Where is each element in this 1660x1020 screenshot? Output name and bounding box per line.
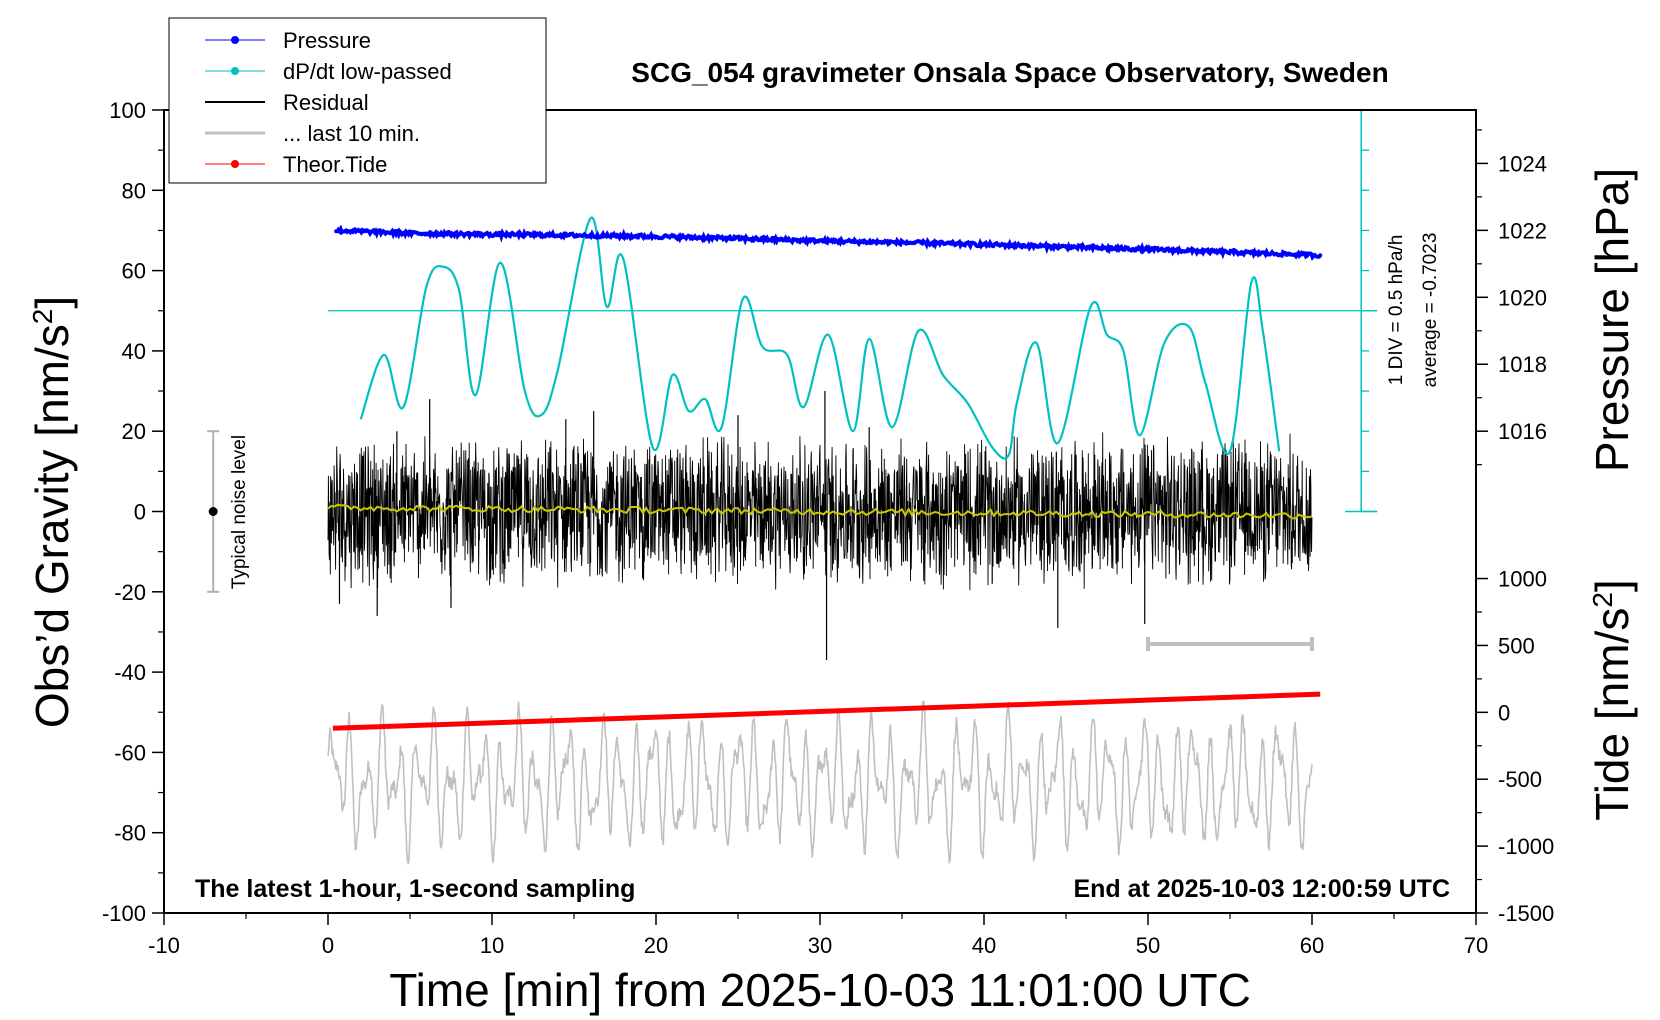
x-tick-label: 0 [322, 933, 334, 958]
series-pressure-line [334, 224, 1323, 261]
y-left-tick-label: 60 [122, 259, 146, 284]
y-left-tick-label: 20 [122, 419, 146, 444]
y-tide-tick-label: -1500 [1498, 901, 1554, 926]
chart-title: SCG_054 gravimeter Onsala Space Observat… [631, 57, 1388, 88]
legend-label-0: Pressure [283, 28, 371, 53]
y-left-title-sup: 2 [27, 309, 58, 325]
x-axis-title: Time [min] from 2025-10-03 11:01:00 UTC [389, 964, 1251, 1016]
legend-box [168, 17, 547, 184]
series-dpdt-line [359, 216, 1281, 460]
y-tide-title-sup: 2 [1587, 592, 1618, 608]
y-pressure-tick-label: 1020 [1498, 285, 1547, 310]
legend-entries: Pressure dP/dt low-passed Residual ... last… [205, 28, 452, 177]
y-tide-title-end: ] [1586, 579, 1638, 592]
x-tick-label: 10 [480, 933, 504, 958]
y-left-axis-title: Obs’d Gravity [nm/s2] [26, 296, 78, 728]
x-tick-label: 60 [1300, 933, 1324, 958]
y-tide-tick-label: 1000 [1498, 567, 1547, 592]
y-left-tick-label: -80 [114, 821, 146, 846]
legend-label-3: ... last 10 min. [283, 121, 420, 146]
y-left-title-main: Obs’d Gravity [nm/s [26, 324, 78, 728]
series-residual-line [327, 432, 1313, 591]
legend: Pressure dP/dt low-passed Residual ... last… [168, 17, 547, 184]
y-pressure-tick-label: 1018 [1498, 352, 1547, 377]
legend-label-2: Residual [283, 90, 369, 115]
x-tick-label: 40 [972, 933, 996, 958]
x-tick-label: 30 [808, 933, 832, 958]
note-right: End at 2025-10-03 12:00:59 UTC [1073, 875, 1450, 903]
dpdt-avg-label: average = -0.7023 [1420, 233, 1441, 388]
y-left-tick-label: -60 [114, 740, 146, 765]
y-pressure-tick-label: 1016 [1498, 419, 1547, 444]
y-tide-tick-label: 500 [1498, 633, 1535, 658]
y-left-tick-label: -20 [114, 580, 146, 605]
series-last-10-min-line [327, 700, 1313, 866]
legend-label-4: Theor.Tide [283, 152, 387, 177]
dpdt-div-label: 1 DIV = 0.5 hPa/h [1386, 235, 1407, 386]
series-layer [207, 109, 1378, 866]
y-left-tick-label: -40 [114, 660, 146, 685]
y-left-tick-label: 0 [134, 500, 146, 525]
y-tide-tick-label: 0 [1498, 700, 1510, 725]
y-tide-title-main: Tide [nm/s [1586, 608, 1638, 821]
noise-level-label: Typical noise level [229, 435, 250, 589]
series-theor-tide-line [332, 691, 1321, 731]
y-left-title-end: ] [26, 296, 78, 309]
y-tide-axis-title: Tide [nm/s2] [1586, 579, 1638, 820]
y-pressure-tick-label: 1022 [1498, 218, 1547, 243]
legend-marker-0 [231, 36, 239, 44]
noise-level-dot [208, 507, 218, 516]
legend-label-1: dP/dt low-passed [283, 59, 452, 84]
x-tick-label: -10 [148, 933, 180, 958]
y-left-tick-label: 40 [122, 339, 146, 364]
axes-layer: -10 0 10 20 30 40 50 60 70-100-80-60-40-20020406… [102, 98, 1554, 958]
y-left-tick-label: 100 [109, 98, 146, 123]
x-tick-label: 20 [644, 933, 668, 958]
y-pressure-tick-label: 1024 [1498, 151, 1547, 176]
y-pressure-axis-title: Pressure [hPa] [1586, 168, 1638, 472]
x-tick-label: 50 [1136, 933, 1160, 958]
legend-marker-4 [231, 160, 239, 168]
y-left-tick-label: 80 [122, 178, 146, 203]
y-left-tick-label: -100 [102, 901, 146, 926]
y-tide-tick-label: -1000 [1498, 834, 1554, 859]
x-tick-label: 70 [1464, 933, 1488, 958]
y-tide-tick-label: -500 [1498, 767, 1542, 792]
note-left: The latest 1-hour, 1-second sampling [195, 875, 635, 903]
series-residual-average-line [327, 503, 1313, 520]
legend-marker-1 [231, 67, 239, 75]
